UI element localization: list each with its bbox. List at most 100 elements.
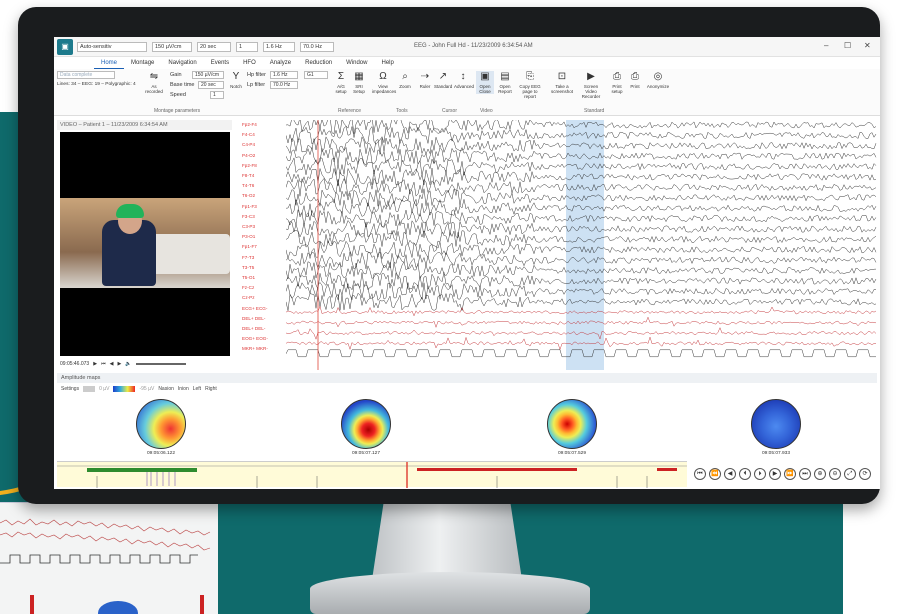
channel-label[interactable]: Fp2-F4: [242, 122, 257, 127]
close-button[interactable]: ✕: [864, 41, 871, 50]
tab-help[interactable]: Help: [381, 60, 394, 66]
speed-combo[interactable]: 1: [236, 41, 258, 52]
channel-label[interactable]: MKR+ MKR-: [242, 346, 268, 352]
eeg-trace: [286, 136, 877, 155]
print-setup-button[interactable]: ⎙ Print setup: [608, 71, 626, 94]
advanced-cursor-label: Advanced: [454, 84, 475, 89]
tab-events[interactable]: Events: [210, 60, 230, 66]
view-left[interactable]: Left: [192, 386, 202, 392]
amplitude-map-3[interactable]: [547, 399, 597, 449]
settings-dropdown[interactable]: Settings: [61, 386, 80, 392]
screenshot-button[interactable]: ⊡ Take a screenshot: [550, 71, 574, 94]
channel-label[interactable]: T3-T5: [242, 264, 255, 270]
amplitude-map-2[interactable]: [341, 399, 391, 449]
volume-slider[interactable]: [135, 363, 186, 365]
channel-label[interactable]: F4-C4: [242, 132, 255, 138]
channel-label[interactable]: P3-O1: [242, 234, 256, 240]
channel-label[interactable]: Fp2-F8: [242, 162, 257, 168]
screen-recorder-button[interactable]: ▶ Screen Video Recorder: [578, 71, 604, 99]
volume-icon[interactable]: 🔈: [125, 361, 132, 367]
tab-montage[interactable]: Montage: [131, 60, 155, 66]
nav-button[interactable]: ⤢: [844, 468, 856, 480]
print-button[interactable]: ⎙ Print: [626, 71, 644, 89]
nav-button[interactable]: ⏮: [694, 468, 706, 480]
channel-label[interactable]: C3-P3: [242, 224, 256, 230]
channel-label[interactable]: F7-T3: [242, 254, 255, 260]
view-right[interactable]: Right: [205, 386, 217, 392]
maximize-button[interactable]: ☐: [844, 41, 852, 50]
tab-hfo[interactable]: HFO: [243, 60, 256, 66]
recording-timeline[interactable]: [57, 461, 687, 488]
channel-label[interactable]: Fz-Cz: [242, 285, 255, 291]
channel-label[interactable]: Fp1-F3: [242, 203, 257, 209]
nav-button[interactable]: ◀: [724, 468, 736, 480]
video-player[interactable]: [60, 132, 230, 356]
channel-label[interactable]: T4-T6: [242, 183, 255, 189]
video-open-close-button[interactable]: ▣ Open Close: [476, 71, 494, 94]
data-complete-combo[interactable]: Data complete: [57, 71, 115, 79]
channel-label[interactable]: Fp1-F7: [242, 244, 257, 250]
sri-setup-button[interactable]: ▦ SRI Setup: [350, 71, 368, 94]
view-impedances-button[interactable]: Ω View impedances: [372, 71, 396, 94]
basetime-combo[interactable]: 20 sec: [198, 81, 224, 89]
nav-button[interactable]: ⏭: [799, 468, 811, 480]
ag-setup-button[interactable]: Σ A/G setup: [332, 71, 350, 94]
rewind-icon[interactable]: ⏮: [101, 361, 106, 367]
lp-filter-combo[interactable]: 70.0 Hz: [270, 81, 298, 89]
channel-label[interactable]: C4-P4: [242, 142, 256, 148]
channel-label[interactable]: EOG+ EOG-: [242, 336, 268, 342]
highfreq-combo[interactable]: 70.0 Hz: [300, 41, 334, 52]
as-recorded-label: As recorded: [145, 84, 163, 94]
open-report-button[interactable]: ▤ Open Report: [496, 71, 514, 94]
channel-label[interactable]: ECG+ ECG-: [242, 305, 268, 311]
nav-button[interactable]: ⊕: [814, 468, 826, 480]
tab-navigation[interactable]: Navigation: [168, 60, 197, 66]
as-recorded-button[interactable]: ⇋ As recorded: [144, 71, 164, 94]
reference-combo[interactable]: G1: [304, 71, 328, 79]
advanced-cursor-button[interactable]: ↕ Advanced: [454, 71, 475, 89]
sensitivity-combo[interactable]: 150 µV/cm: [152, 41, 192, 52]
nav-button[interactable]: ⊖: [829, 468, 841, 480]
hp-filter-combo[interactable]: 1.6 Hz: [270, 71, 298, 79]
copy-page-button[interactable]: ⎘ Copy EEG page to report: [516, 71, 544, 99]
amplitude-map-1[interactable]: [136, 399, 186, 449]
ruler-button[interactable]: ⇢ Ruler: [416, 71, 434, 89]
notch-filter-icon: Y: [232, 71, 240, 82]
channel-label[interactable]: F3-C3: [242, 213, 255, 219]
tab-analyze[interactable]: Analyze: [269, 60, 292, 66]
timebase-combo[interactable]: 20 sec: [197, 41, 231, 52]
speed-ribbon-combo[interactable]: 1: [210, 91, 224, 99]
channel-label[interactable]: T5-O1: [242, 275, 256, 281]
selection-highlight[interactable]: [566, 120, 604, 370]
lowfreq-combo[interactable]: 1.6 Hz: [263, 41, 295, 52]
nav-button[interactable]: ⏩: [784, 468, 796, 480]
view-nasion[interactable]: Nasion: [158, 386, 174, 392]
channel-label[interactable]: DEL+ DEL-: [242, 315, 266, 321]
minimize-button[interactable]: –: [824, 41, 829, 50]
channel-label[interactable]: P4-O2: [242, 152, 256, 158]
zoom-button[interactable]: ⌕ Zoom: [396, 71, 414, 89]
channel-label[interactable]: T6-O2: [242, 193, 256, 199]
tab-reduction[interactable]: Reduction: [305, 60, 333, 66]
montage-combo[interactable]: Auto-sensitiv: [77, 41, 147, 52]
step-forward-icon[interactable]: ▶: [117, 361, 122, 367]
nav-button[interactable]: ⏵: [754, 468, 766, 480]
nav-button[interactable]: ⟳: [859, 468, 871, 480]
view-inion[interactable]: Inion: [177, 386, 189, 392]
standard-cursor-button[interactable]: ↗ Standard: [434, 71, 452, 89]
channel-label[interactable]: Cz-Pz: [242, 295, 255, 301]
eeg-trace-area[interactable]: [286, 120, 878, 370]
channel-label[interactable]: DEL+ DEL-: [242, 326, 266, 332]
tab-home[interactable]: Home: [94, 58, 125, 69]
amplitude-map-4[interactable]: [751, 399, 801, 449]
notch-button[interactable]: Y Notch: [228, 71, 244, 89]
step-back-icon[interactable]: ◀: [109, 361, 114, 367]
gain-combo[interactable]: 150 µV/cm: [192, 71, 224, 79]
nav-button[interactable]: ⏪: [709, 468, 721, 480]
anonymize-button[interactable]: ◎ Anonymize: [646, 71, 670, 89]
channel-label[interactable]: F8-T4: [242, 173, 255, 179]
nav-button[interactable]: ⏴: [739, 468, 751, 480]
nav-button[interactable]: ▶: [769, 468, 781, 480]
tab-window[interactable]: Window: [346, 60, 368, 66]
play-icon[interactable]: ▶: [93, 361, 98, 367]
